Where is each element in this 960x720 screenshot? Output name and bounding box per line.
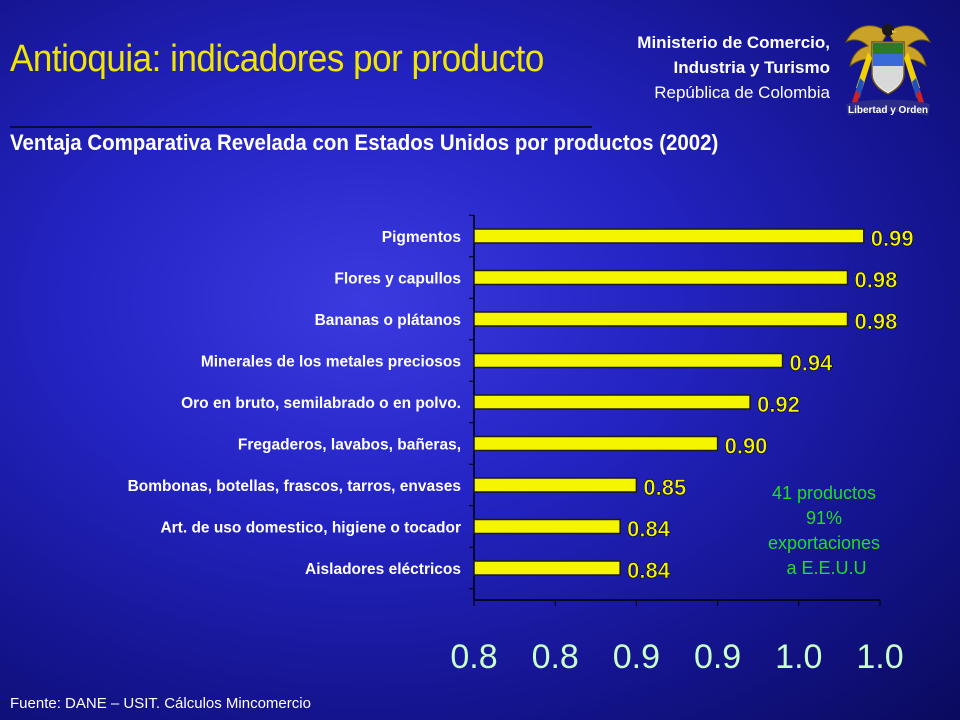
- bar: [473, 477, 638, 493]
- x-tick-label: 0.9: [694, 638, 741, 676]
- annotation-line-2: 91%: [805, 508, 843, 528]
- value-label: 0.92: [757, 392, 800, 417]
- x-tick-label: 0.8: [532, 638, 579, 676]
- value-label: 0.99: [871, 226, 914, 251]
- ministry-line-1: Ministerio de Comercio,: [637, 33, 830, 52]
- annotation-box: 41 productos 91% exportaciones a E.E.U.U: [744, 481, 904, 581]
- value-label: 0.98: [855, 309, 898, 334]
- bar: [473, 394, 751, 410]
- source-footnote: Fuente: DANE – USIT. Cálculos Mincomerci…: [10, 695, 311, 712]
- annotation-line-3: exportaciones: [767, 533, 881, 553]
- value-label: 0.98: [855, 268, 898, 293]
- bar: [473, 269, 849, 286]
- ministry-header: Ministerio de Comercio, Industria y Turi…: [637, 30, 830, 105]
- category-label: Oro en bruto, semilabrado o en polvo.: [181, 395, 461, 412]
- category-label: Pigmentos: [382, 229, 461, 246]
- category-label: Bombonas, botellas, frascos, tarros, env…: [128, 478, 461, 495]
- seal-caption: Libertad y Orden: [848, 105, 928, 116]
- category-label: Bananas o plátanos: [315, 312, 461, 329]
- bar: [473, 560, 621, 576]
- bar: [473, 311, 849, 327]
- x-tick-label: 1.0: [856, 638, 903, 676]
- title-divider: [10, 126, 592, 128]
- ministry-line-3: República de Colombia: [654, 83, 830, 102]
- x-tick-label: 0.8: [450, 638, 497, 676]
- value-label: 0.84: [627, 558, 671, 583]
- value-label: 0.85: [643, 475, 686, 500]
- x-tick-label: 0.9: [613, 638, 660, 676]
- category-label: Flores y capullos: [334, 271, 461, 288]
- annotation-line-1: 41 productos: [771, 483, 877, 503]
- value-label: 0.94: [790, 351, 834, 376]
- x-tick-label: 1.0: [775, 638, 822, 676]
- coat-of-arms-logo: Libertad y Orden: [844, 24, 932, 116]
- bar: [473, 518, 621, 535]
- chart-title: Ventaja Comparativa Revelada con Estados…: [10, 130, 719, 155]
- bar: [473, 352, 784, 369]
- value-label: 0.90: [725, 434, 768, 459]
- category-label: Art. de uso domestico, higiene o tocador: [160, 520, 461, 537]
- annotation-line-4: a E.E.U.U: [781, 558, 867, 578]
- ministry-line-2: Industria y Turismo: [673, 58, 831, 77]
- category-label: Fregaderos, lavabos, bañeras,: [238, 437, 461, 454]
- category-label: Minerales de los metales preciosos: [201, 354, 461, 371]
- page-title: Antioquia: indicadores por producto: [10, 38, 544, 80]
- value-label: 0.84: [627, 517, 671, 542]
- category-label: Aisladores eléctricos: [305, 561, 461, 578]
- bar: [473, 435, 719, 452]
- bar: [473, 228, 865, 244]
